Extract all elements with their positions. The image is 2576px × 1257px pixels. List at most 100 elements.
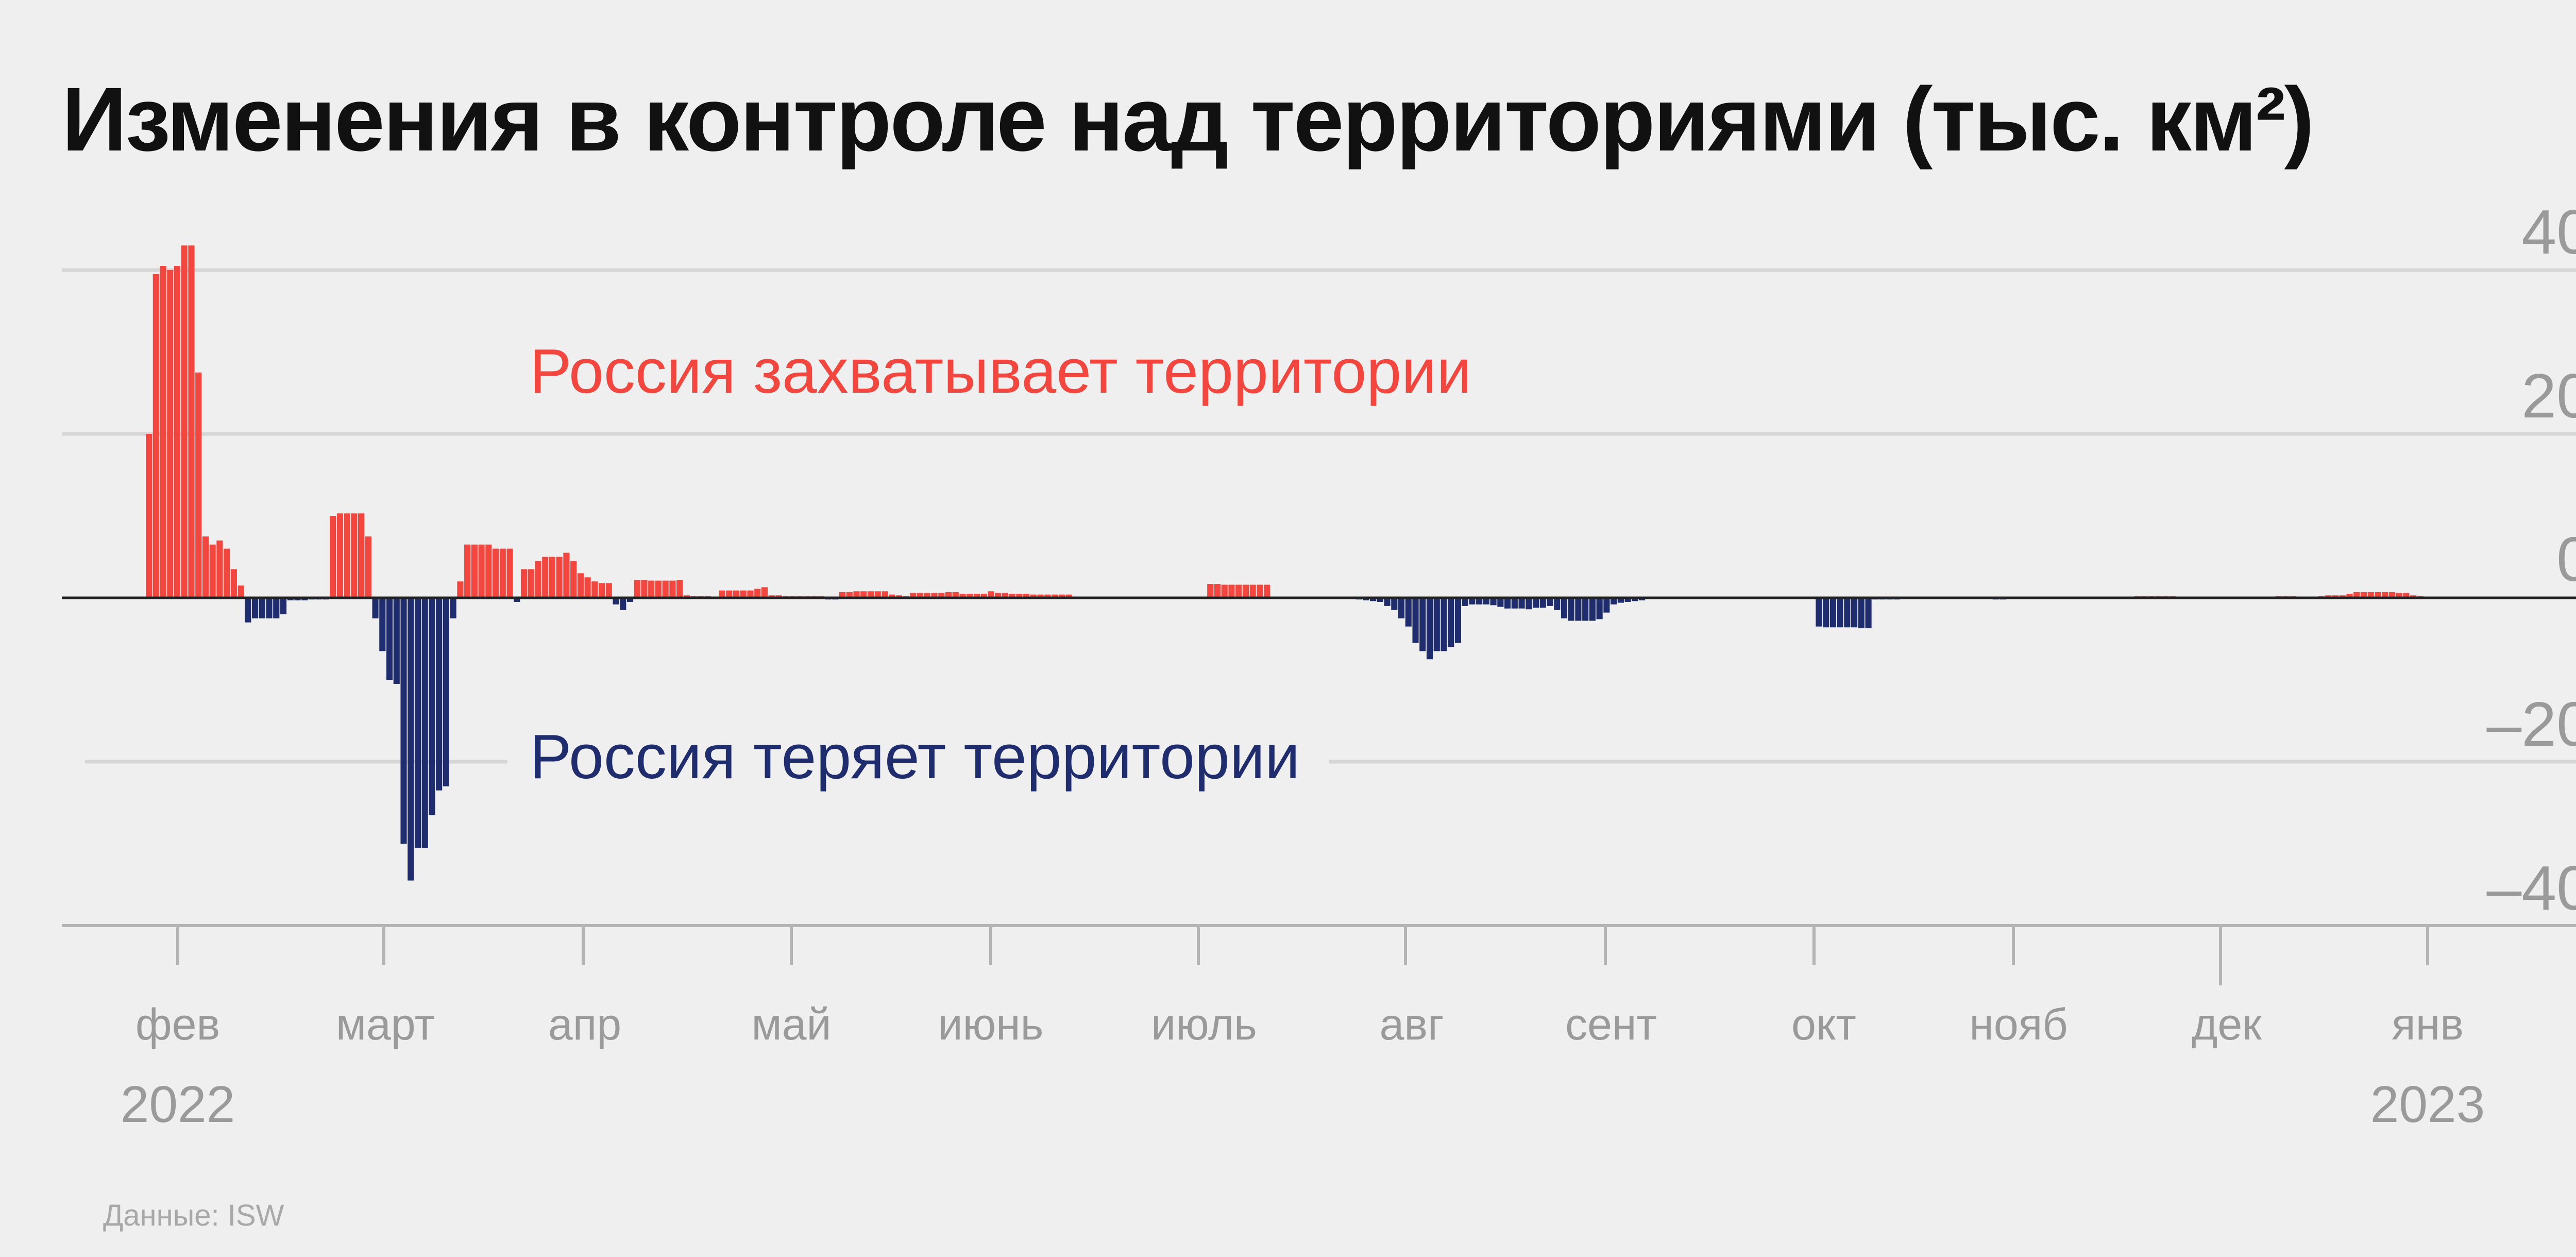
bar-191 — [1497, 598, 1504, 607]
x-tick-label-2: апр — [548, 1000, 621, 1049]
bar-44 — [457, 581, 464, 598]
bar-102 — [867, 591, 874, 598]
bar-128 — [1052, 594, 1058, 598]
bar-157 — [1257, 584, 1263, 598]
bar-209 — [1624, 598, 1631, 602]
bar-99 — [846, 592, 853, 598]
bar-203 — [1582, 598, 1589, 621]
bar-48 — [485, 544, 492, 598]
bar-109 — [917, 593, 924, 598]
bar-32 — [372, 598, 379, 618]
bar-122 — [1009, 594, 1015, 598]
bar-41 — [436, 598, 443, 791]
bar-202 — [1575, 598, 1582, 621]
bar-183 — [1440, 598, 1447, 651]
bar-150 — [1207, 583, 1214, 598]
y-tick-label-4: –40 — [2486, 853, 2576, 923]
chart-title: Изменения в контроле над территориями (т… — [62, 69, 2313, 170]
bar-63 — [591, 581, 598, 598]
bar-103 — [874, 591, 881, 598]
bar-130 — [1065, 594, 1072, 598]
bar-58 — [556, 557, 563, 598]
bar-64 — [599, 583, 605, 598]
bar-189 — [1483, 598, 1489, 605]
bar-115 — [959, 594, 966, 598]
annotation-gain: Россия захватывает территории — [530, 336, 1472, 406]
bar-84 — [740, 590, 747, 598]
annotation-loss-group: Россия теряет территории — [507, 714, 1329, 801]
bar-7 — [195, 372, 202, 598]
bar-28 — [344, 513, 350, 598]
bar-236 — [1816, 598, 1822, 627]
bar-4 — [174, 266, 181, 598]
x-tick-label-10: дек — [2192, 1000, 2262, 1049]
bar-123 — [1016, 594, 1023, 598]
bar-243 — [1865, 598, 1872, 628]
bar-242 — [1858, 598, 1865, 628]
bar-33 — [379, 598, 386, 651]
bar-112 — [938, 593, 945, 598]
bars — [146, 245, 2438, 881]
bar-46 — [471, 544, 478, 598]
bar-240 — [1844, 598, 1851, 628]
bar-238 — [1829, 598, 1836, 628]
bar-50 — [499, 548, 506, 598]
bar-319 — [2403, 593, 2410, 598]
bar-316 — [2382, 592, 2388, 598]
bar-29 — [351, 513, 358, 598]
bar-154 — [1235, 584, 1242, 598]
x-tick-label-1: март — [336, 1000, 435, 1049]
bar-39 — [421, 598, 428, 848]
bar-116 — [967, 594, 973, 598]
bar-180 — [1419, 598, 1426, 651]
gridlines — [62, 268, 2576, 764]
bar-114 — [952, 592, 959, 598]
x-tick-label-7: сент — [1565, 1000, 1657, 1049]
bar-11 — [224, 548, 230, 598]
bar-31 — [365, 536, 371, 598]
bar-192 — [1504, 598, 1511, 609]
bar-65 — [605, 583, 612, 598]
bar-129 — [1058, 594, 1065, 598]
bar-69 — [634, 580, 640, 598]
bar-8 — [202, 536, 209, 598]
annotation-loss-background — [507, 714, 1329, 801]
bar-26 — [330, 516, 336, 598]
x-tick-label-5: июль — [1151, 1000, 1257, 1049]
annotation-gain-group: Россия захватывает территории — [495, 325, 1494, 412]
bar-40 — [429, 598, 435, 815]
bar-108 — [910, 593, 917, 598]
bar-100 — [853, 591, 860, 598]
y-tick-label-0: 40 — [2521, 197, 2576, 267]
bar-317 — [2388, 592, 2395, 598]
annotation-loss: Россия теряет территории — [530, 722, 1300, 792]
bar-104 — [882, 591, 888, 598]
bar-42 — [443, 598, 449, 786]
x-tick-label-11: янв — [2392, 1000, 2464, 1049]
bar-55 — [535, 561, 541, 598]
bar-81 — [719, 590, 725, 598]
bar-151 — [1214, 583, 1221, 598]
bar-119 — [988, 591, 994, 598]
bar-313 — [2360, 592, 2367, 598]
bar-70 — [641, 580, 648, 598]
bar-314 — [2367, 592, 2374, 598]
bar-52 — [514, 598, 520, 602]
bar-194 — [1518, 598, 1525, 609]
bar-239 — [1837, 598, 1843, 628]
bar-5 — [181, 245, 188, 598]
bar-47 — [478, 544, 485, 598]
bar-34 — [386, 598, 393, 680]
bar-110 — [924, 593, 930, 598]
annotation-gain-background — [495, 325, 1494, 412]
bar-27 — [336, 513, 343, 598]
bar-208 — [1617, 598, 1624, 603]
bar-200 — [1561, 598, 1568, 618]
year-label-end: 2023 — [2370, 1076, 2485, 1133]
bar-121 — [1002, 593, 1009, 598]
bar-75 — [676, 580, 683, 598]
y-tick-label-1: 20 — [2521, 361, 2576, 431]
x-tick-label-9: нояб — [1969, 1000, 2067, 1049]
bar-156 — [1249, 584, 1256, 598]
